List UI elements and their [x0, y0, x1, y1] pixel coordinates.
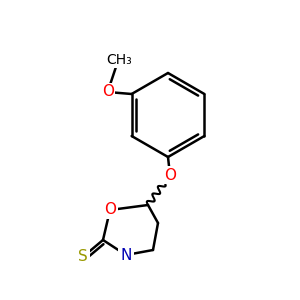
Text: CH₃: CH₃	[106, 53, 131, 67]
Text: O: O	[104, 202, 116, 217]
Text: S: S	[78, 249, 88, 264]
Text: N: N	[120, 248, 132, 262]
Text: O: O	[164, 167, 176, 182]
Text: O: O	[102, 85, 114, 100]
